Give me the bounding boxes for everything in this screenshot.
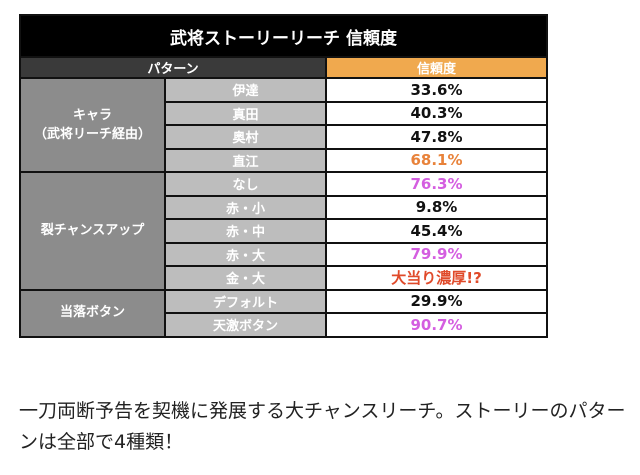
table-row: 直江 68.1% (20, 147, 549, 173)
reliability-value: 9.8% (324, 194, 549, 220)
group-label: 当落ボタン (19, 288, 166, 338)
pattern-name: 伊達 (164, 77, 327, 103)
reliability-value: 76.3% (324, 171, 549, 197)
group-label-line: 裂チャンスアップ (40, 223, 145, 238)
group-label-line: キャラ (72, 107, 112, 123)
pattern-name: 奥村 (164, 124, 327, 150)
table-row: 奥村 47.8% (20, 124, 549, 150)
reliability-value: 79.9% (324, 241, 549, 267)
reliability-value: 90.7% (324, 312, 549, 338)
pattern-name: 赤・中 (164, 218, 327, 244)
group-label-line: 当落ボタン (59, 305, 125, 321)
group-label: 裂チャンスアップ (19, 171, 166, 291)
reliability-value: 40.3% (324, 100, 549, 126)
pattern-name: 赤・小 (164, 194, 327, 220)
reliability-table: 武将ストーリーリーチ 信頼度 パターン 信頼度 キャラ （武将リーチ経由） 伊達 33… (18, 14, 549, 338)
pattern-name: なし (164, 171, 327, 197)
table-row: 当落ボタン デフォルト 29.9% (19, 288, 549, 338)
table-row: 天激ボタン 90.7% (20, 312, 549, 338)
pattern-name: 天激ボタン (164, 312, 327, 338)
reliability-value: 47.8% (324, 124, 549, 150)
table-row: 赤・大 79.9% (20, 241, 549, 267)
group-label-line: （武将リーチ経由） (33, 127, 151, 142)
reliability-value: 45.4% (324, 218, 549, 244)
reliability-value: 33.6% (324, 77, 549, 103)
pattern-name: 直江 (164, 147, 327, 173)
pattern-name: デフォルト (164, 288, 327, 314)
description-text: 一刀両断予告を契機に発展する大チャンスリーチ。ストーリーのパターンは全部で4種類… (19, 400, 626, 453)
group-label: キャラ （武将リーチ経由） (19, 77, 166, 173)
table-row: 金・大 大当り濃厚!? (20, 265, 549, 291)
table-title: 武将ストーリーリーチ 信頼度 (18, 14, 549, 58)
table-row: 赤・小 9.8% (20, 194, 549, 220)
pattern-name: 真田 (164, 100, 327, 126)
table-row: 赤・中 45.4% (20, 218, 549, 244)
table-row: キャラ （武将リーチ経由） 伊達 33.6% (19, 77, 549, 173)
reliability-value: 68.1% (324, 147, 549, 173)
table-row: 裂チャンスアップ なし 76.3% (19, 171, 549, 291)
header-pattern: パターン (19, 56, 327, 79)
header-reliability: 信頼度 (324, 56, 549, 79)
pattern-name: 金・大 (164, 265, 327, 291)
reliability-value: 大当り濃厚!? (324, 265, 549, 291)
reliability-value: 29.9% (324, 288, 549, 314)
pattern-name: 赤・大 (164, 241, 327, 267)
